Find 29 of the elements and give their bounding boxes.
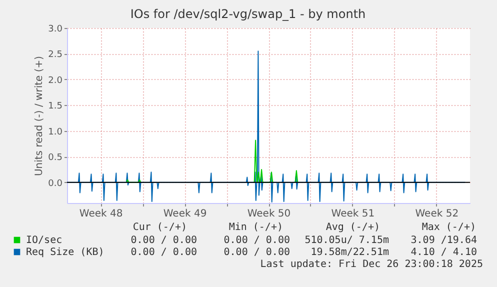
text: 0.00 / 0.00 [224,247,290,258]
x-tick-label: Week 48 [79,208,123,220]
chart-title: IOs for /dev/sql2-vg/swap_1 - by month [130,7,366,21]
text: 0.00 / 0.00 [130,235,197,246]
text: Avg (-/+) [326,222,380,233]
legend-label: Req Size (KB) [26,247,104,258]
text: 0.00 / 0.00 [130,247,197,258]
x-tick-label: Week 52 [415,208,459,220]
y-tick-label: 1.0 [48,127,63,138]
y-tick-label: 3.0 [48,24,63,34]
x-tick-label: Week 50 [247,208,291,220]
text: 19.58m/22.51m [310,247,389,258]
y-tick-label: 1.5 [48,102,62,112]
y-axis-title: Units read (-) / write (+) [34,56,46,176]
legend-label: IO/sec [26,235,62,246]
y-tick-label: 2.5 [48,50,62,60]
text: Min (-/+) [228,222,283,233]
text: 3.09 /19.64 [410,235,477,246]
text: Max (-/+) [422,222,476,233]
text: 4.10 / 4.10 [410,247,477,258]
text: Cur (-/+) [132,222,187,233]
y-tick-label: 0.0 [48,178,63,189]
text: 510.05u/ 7.15m [304,235,389,246]
y-tick-label: 2.0 [48,76,63,86]
text: Last update: Fri Dec 26 23:00:18 2025 [260,259,483,270]
y-tick-label: 0.5 [48,153,62,164]
text: 0.00 / 0.00 [224,235,290,246]
x-tick-label: Week 49 [163,208,207,220]
x-tick-label: Week 51 [331,208,375,220]
